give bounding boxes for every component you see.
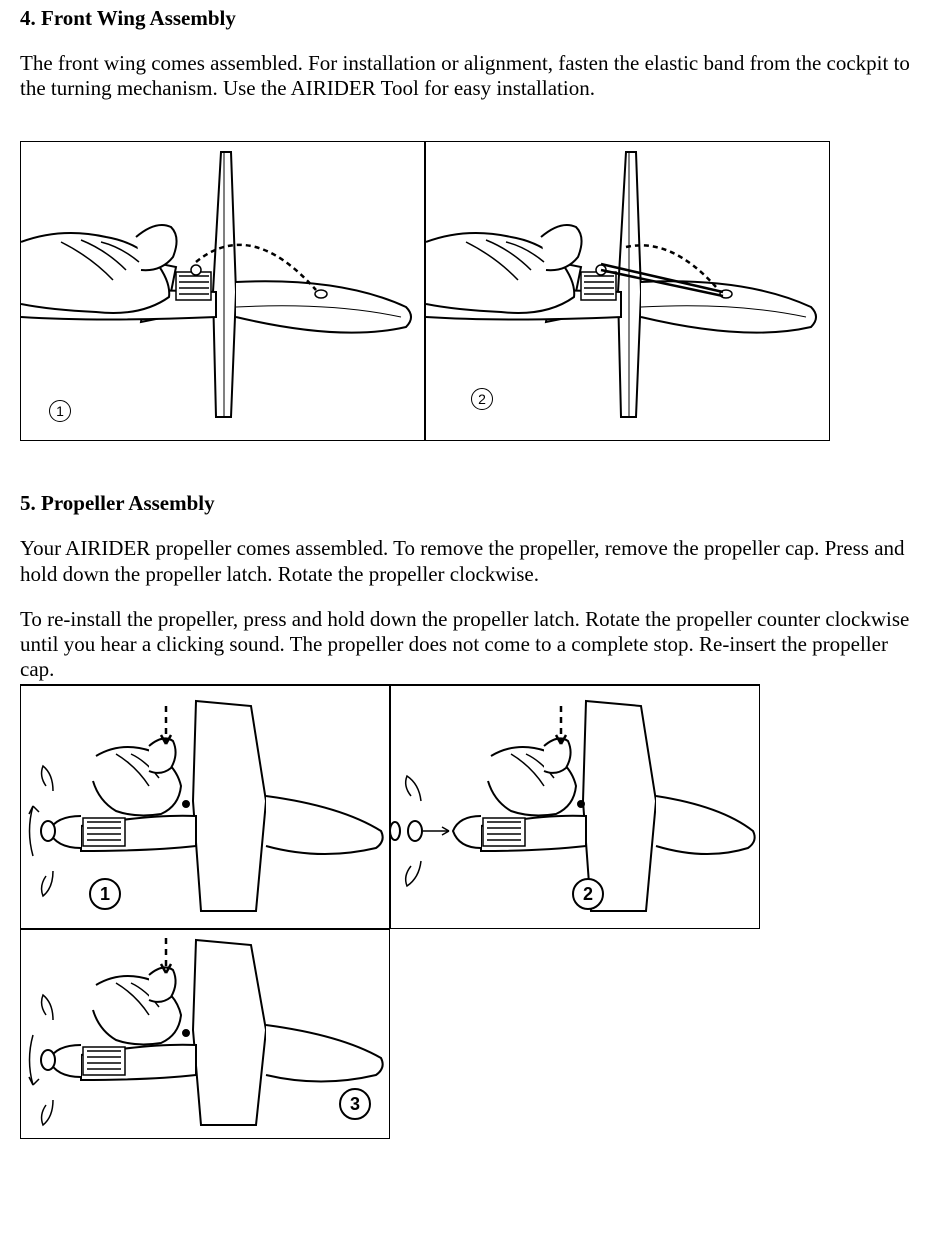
propeller-panel-2: 2 bbox=[390, 684, 760, 929]
propeller-panel-1: 1 bbox=[20, 684, 390, 929]
section5-figures: 1 bbox=[20, 684, 923, 1139]
propeller-panel-3: 3 bbox=[20, 929, 390, 1139]
section4-heading: 4. Front Wing Assembly bbox=[20, 6, 923, 31]
page: 4. Front Wing Assembly The front wing co… bbox=[0, 6, 943, 1159]
propeller-illustration-1 bbox=[21, 686, 391, 931]
section5-body-2: To re-install the propeller, press and h… bbox=[20, 607, 923, 683]
propeller-illustration-3 bbox=[21, 930, 391, 1140]
section5-body-1: Your AIRIDER propeller comes assembled. … bbox=[20, 536, 923, 586]
section4-body: The front wing comes assembled. For inst… bbox=[20, 51, 923, 101]
front-wing-panel-2: 2 bbox=[425, 141, 830, 441]
front-wing-panel-1: 1 bbox=[20, 141, 425, 441]
section4-figures: 1 bbox=[20, 141, 923, 441]
front-wing-illustration-1 bbox=[21, 142, 426, 442]
section5-heading: 5. Propeller Assembly bbox=[20, 491, 923, 516]
